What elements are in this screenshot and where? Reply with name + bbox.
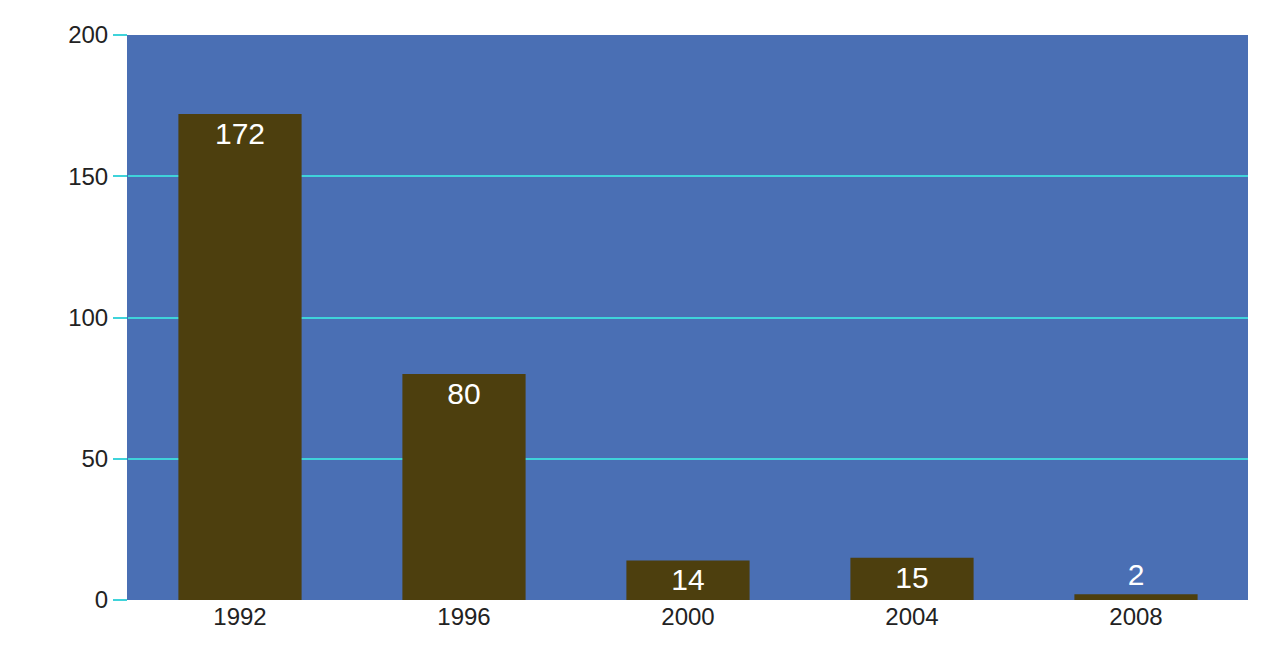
svg-text:1992: 1992: [213, 603, 266, 630]
svg-text:15: 15: [895, 561, 928, 594]
svg-text:2004: 2004: [885, 603, 938, 630]
svg-text:2: 2: [1128, 558, 1145, 591]
svg-text:0: 0: [95, 586, 108, 613]
svg-text:2000: 2000: [661, 603, 714, 630]
svg-text:2008: 2008: [1109, 603, 1162, 630]
svg-text:172: 172: [215, 117, 265, 150]
svg-text:200: 200: [68, 21, 108, 48]
svg-text:100: 100: [68, 304, 108, 331]
svg-text:80: 80: [447, 377, 480, 410]
svg-text:50: 50: [81, 445, 108, 472]
svg-text:14: 14: [671, 563, 704, 596]
svg-text:150: 150: [68, 163, 108, 190]
svg-text:1996: 1996: [437, 603, 490, 630]
